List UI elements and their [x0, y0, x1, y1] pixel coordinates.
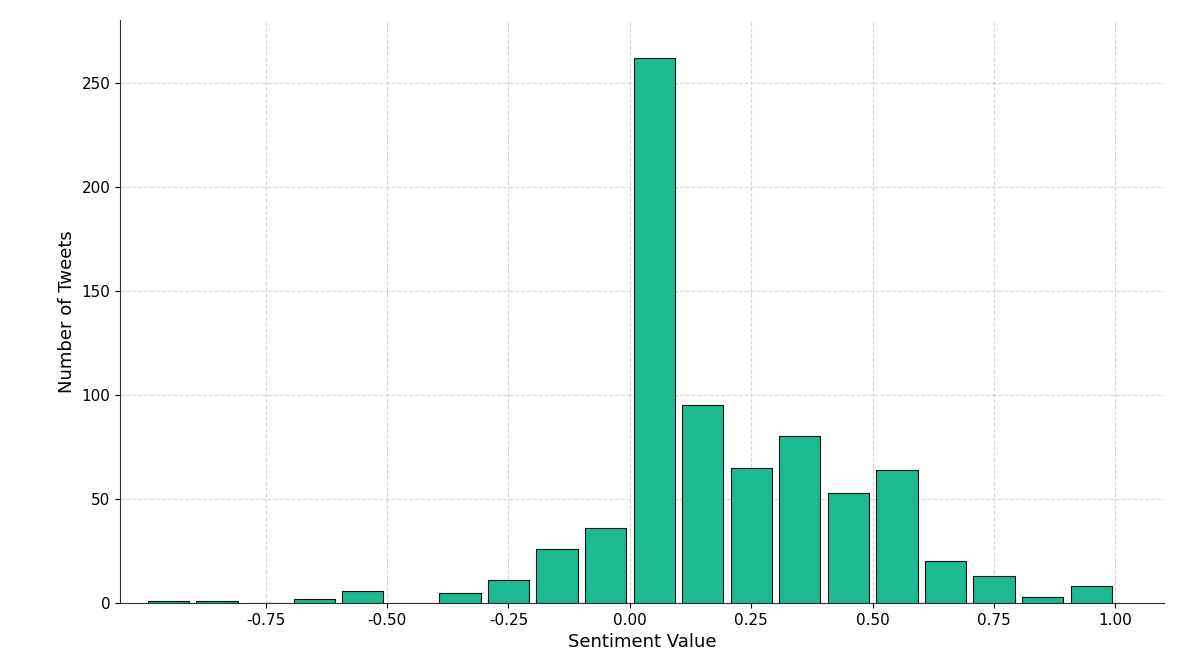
Bar [584, 528, 626, 603]
Bar [488, 580, 529, 603]
Bar [828, 492, 869, 603]
Bar [779, 436, 821, 603]
Bar [197, 601, 238, 603]
Bar [682, 405, 724, 603]
Bar [294, 599, 335, 603]
Bar [731, 468, 772, 603]
Bar [876, 470, 918, 603]
Bar [1022, 597, 1063, 603]
Bar [148, 601, 190, 603]
X-axis label: Sentiment Value: Sentiment Value [568, 633, 716, 651]
Bar [439, 592, 480, 603]
Bar [1070, 586, 1111, 603]
Bar [973, 576, 1015, 603]
Y-axis label: Number of Tweets: Number of Tweets [58, 230, 76, 393]
Bar [342, 590, 384, 603]
Bar [536, 549, 577, 603]
Bar [634, 58, 674, 603]
Bar [925, 561, 966, 603]
